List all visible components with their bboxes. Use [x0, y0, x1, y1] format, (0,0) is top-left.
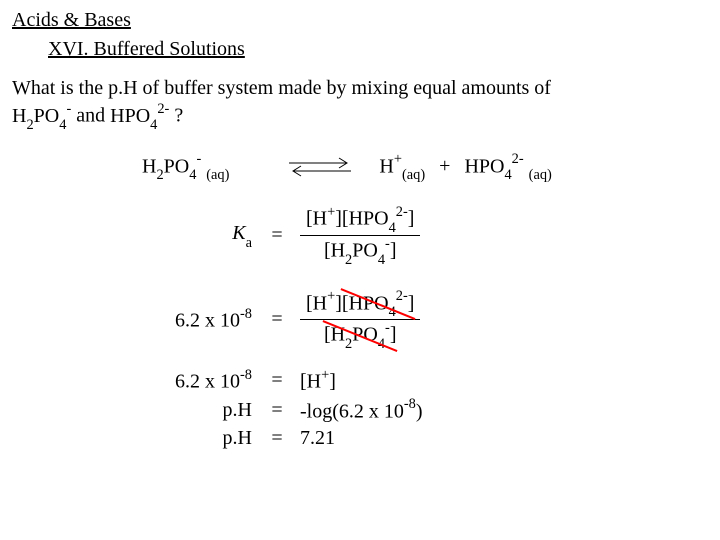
- ka-fraction: [H+][HPO42-] [H2PO4-]: [300, 204, 420, 266]
- cancelled-numerator: [HPO42-]: [342, 289, 415, 320]
- dissoc-hpo4: HPO42- (aq): [464, 152, 551, 183]
- cancelled-denominator: [H2PO4-]: [324, 320, 397, 351]
- species-h2po4: H2PO4-: [12, 105, 76, 127]
- h-plus-row: 6.2 x 10-8 = [H+]: [12, 367, 708, 395]
- question-text: What is the p.H of buffer system made by…: [12, 76, 702, 132]
- question-line1: What is the p.H of buffer system made by…: [12, 77, 551, 99]
- dissoc-h-plus: H+(aq): [379, 152, 425, 183]
- dissociation-equation: H2PO4- (aq) H+(aq) + HPO42- (aq): [142, 152, 708, 183]
- ph-result-row: p.H = 7.21: [12, 426, 708, 451]
- ka-value-row: 6.2 x 10-8 = [H+][HPO42-] [H2PO4-]: [12, 289, 708, 351]
- page-title: Acids & Bases: [12, 8, 708, 33]
- section-subtitle: XVI. Buffered Solutions: [48, 37, 708, 62]
- ph-log-row: p.H = -log(6.2 x 10-8): [12, 397, 708, 425]
- species-hpo4: HPO42-: [110, 105, 174, 127]
- ka-fraction-cancelled: [H+][HPO42-] [H2PO4-]: [300, 289, 420, 351]
- dissoc-lhs: H2PO4- (aq): [142, 152, 229, 183]
- ka-expression-row: Ka = [H+][HPO42-] [H2PO4-]: [12, 204, 708, 266]
- equilibrium-arrow-icon: [285, 155, 355, 179]
